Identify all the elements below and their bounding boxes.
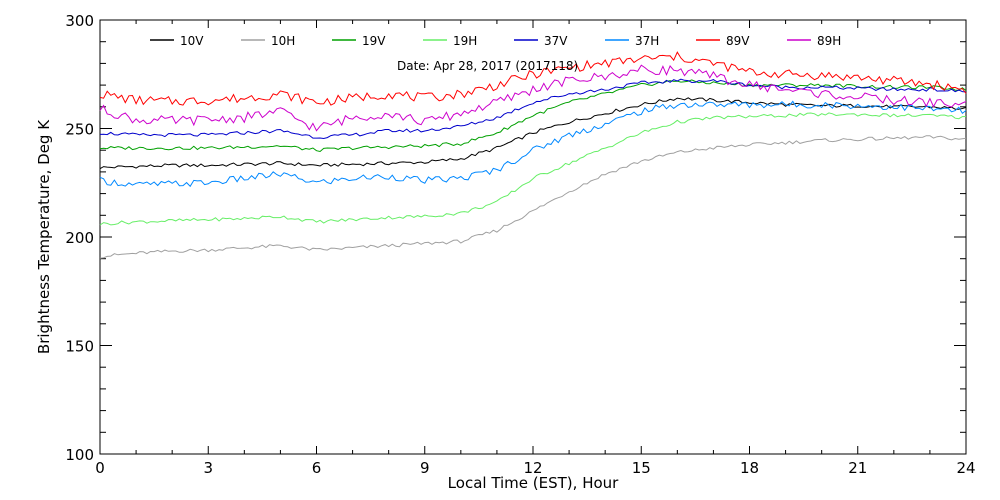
date-annotation: Date: Apr 28, 2017 (2017118) bbox=[397, 59, 578, 73]
axis-ticks: 0 3 6 9 12 15 18 21 24 100 150 200 250 300 bbox=[65, 12, 975, 477]
series-line-37v bbox=[99, 78, 967, 140]
legend-label-10v: 10V bbox=[180, 34, 204, 48]
y-tick-label: 200 bbox=[65, 229, 94, 247]
plot-frame bbox=[99, 19, 967, 455]
x-tick-label: 24 bbox=[956, 459, 975, 477]
series-line-37h bbox=[99, 100, 967, 188]
legend: 10V 10H 19V 19H 37V 37H 89V 89H bbox=[150, 34, 841, 48]
legend-label-19h: 19H bbox=[453, 34, 477, 48]
series-line-10v bbox=[99, 97, 967, 170]
x-tick-label: 6 bbox=[312, 459, 322, 477]
y-tick-label: 150 bbox=[65, 338, 94, 356]
x-tick-label: 15 bbox=[632, 459, 651, 477]
x-tick-label: 3 bbox=[203, 459, 213, 477]
x-tick-label: 21 bbox=[848, 459, 867, 477]
series-line-19h bbox=[99, 112, 967, 226]
legend-label-19v: 19V bbox=[362, 34, 386, 48]
series-line-19v bbox=[99, 79, 967, 153]
y-tick-label: 300 bbox=[65, 12, 94, 30]
y-tick-label: 100 bbox=[65, 446, 94, 464]
y-axis-title: Brightness Temperature, Deg K bbox=[35, 119, 53, 354]
x-tick-label: 9 bbox=[420, 459, 430, 477]
legend-label-37h: 37H bbox=[635, 34, 659, 48]
legend-label-89h: 89H bbox=[817, 34, 841, 48]
legend-label-37v: 37V bbox=[544, 34, 568, 48]
series-lines bbox=[99, 51, 967, 259]
legend-label-10h: 10H bbox=[271, 34, 295, 48]
x-tick-label: 12 bbox=[523, 459, 542, 477]
series-line-89v bbox=[99, 51, 967, 106]
series-line-10h bbox=[99, 135, 967, 259]
x-tick-label: 18 bbox=[740, 459, 759, 477]
legend-label-89v: 89V bbox=[726, 34, 750, 48]
y-tick-label: 250 bbox=[65, 121, 94, 139]
series-line-89h bbox=[99, 64, 967, 132]
x-tick-label: 0 bbox=[95, 459, 105, 477]
x-axis-title: Local Time (EST), Hour bbox=[448, 474, 619, 492]
